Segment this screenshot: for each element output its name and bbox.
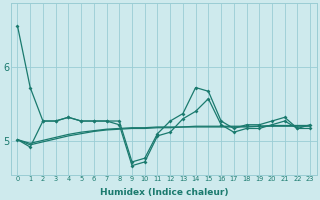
X-axis label: Humidex (Indice chaleur): Humidex (Indice chaleur) xyxy=(100,188,228,197)
